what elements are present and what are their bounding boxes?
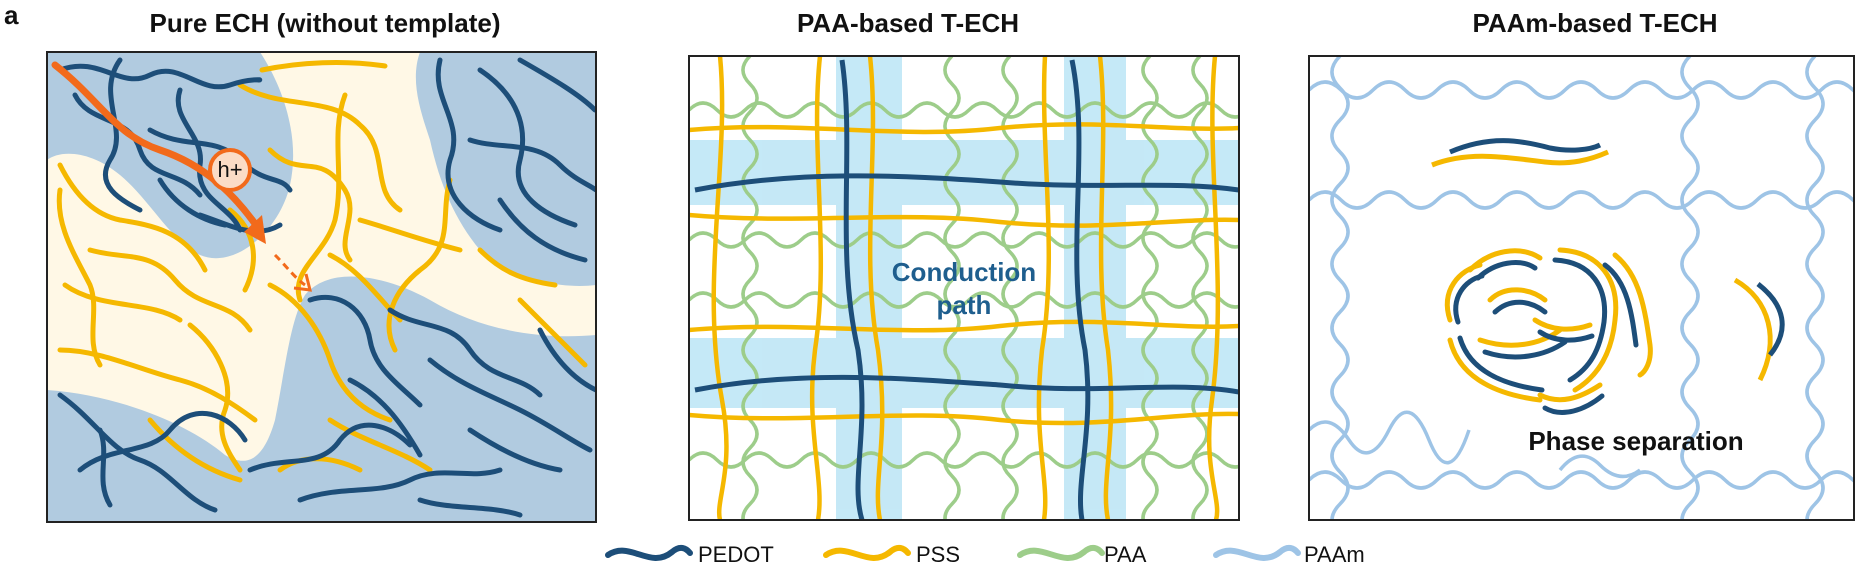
conduction-path-label-line-1: Conduction: [892, 257, 1036, 287]
phase-separation-label: Phase separation: [1528, 426, 1743, 456]
pedot-chain: [1756, 282, 1785, 357]
legend-swatch-paam: [1213, 544, 1301, 561]
phase-separated-aggregate: [1444, 247, 1653, 415]
legend-swatch-pedot: [605, 544, 693, 561]
panel-3-title: PAAm-based T-ECH: [1472, 8, 1717, 38]
panel-1-frame: [46, 51, 597, 523]
legend-item-pss: PSS: [823, 542, 960, 567]
hole-label: h+: [217, 157, 242, 182]
panel-2-title: PAA-based T-ECH: [797, 8, 1019, 38]
carrier-path-arrow: [51, 61, 262, 232]
pedot-chain: [1449, 138, 1602, 155]
panel-2-diagram: Conduction path: [688, 55, 1240, 521]
panel-3-frame: [1308, 55, 1855, 521]
legend-swatch-pss: [823, 544, 911, 561]
pss-chains: [689, 56, 1239, 520]
pss-chain: [1733, 277, 1773, 382]
legend-label-pedot: PEDOT: [698, 542, 774, 567]
panel-3-diagram: Phase separation: [1308, 55, 1855, 521]
paam-network: [1309, 56, 1854, 520]
arrow-head: [244, 215, 266, 244]
legend-label-paam: PAAm: [1304, 542, 1365, 567]
legend: PEDOT PSS PAA PAAm: [605, 542, 1365, 567]
legend-swatch-paa: [1017, 544, 1105, 561]
legend-item-pedot: PEDOT: [605, 542, 774, 567]
panel-letter: a: [4, 0, 19, 30]
pedot-domain: [415, 52, 596, 286]
hopping-arrow: [273, 253, 306, 287]
panel-2-frame: [688, 55, 1240, 521]
legend-item-paam: PAAm: [1213, 542, 1365, 567]
conduction-path-label-line-2: path: [937, 290, 992, 320]
hole-carrier: h+: [208, 148, 252, 192]
pedot-chains: [694, 59, 1239, 520]
legend-label-pss: PSS: [916, 542, 960, 567]
paa-network: [689, 56, 1239, 520]
legend-item-paa: PAA: [1017, 542, 1147, 567]
legend-label-paa: PAA: [1104, 542, 1147, 567]
panel-1-title: Pure ECH (without template): [149, 8, 500, 38]
hopping-arrow-head: [293, 273, 312, 292]
panel-1-diagram: h+: [46, 51, 597, 523]
pss-chain: [1431, 149, 1610, 168]
